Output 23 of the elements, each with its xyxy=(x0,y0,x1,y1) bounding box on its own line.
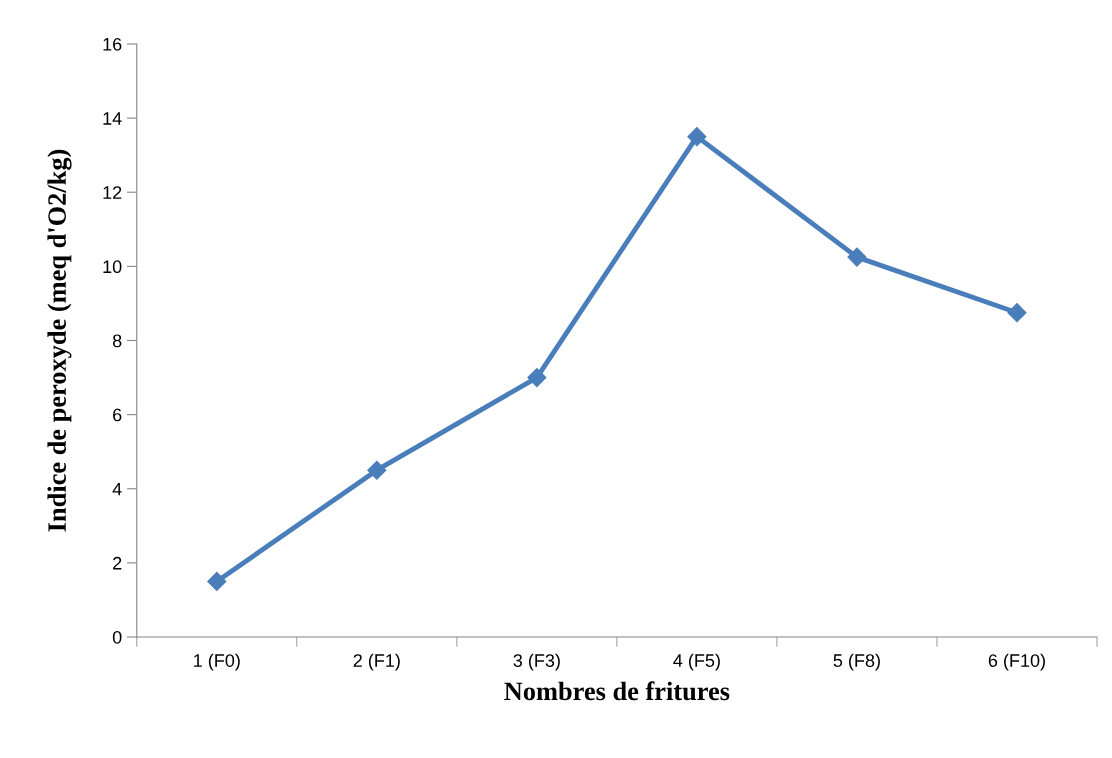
y-tick-label: 6 xyxy=(113,408,122,422)
point xyxy=(1007,303,1027,323)
y-tick-label: 14 xyxy=(103,112,122,125)
y-tick-label: 16 xyxy=(103,37,122,51)
point xyxy=(687,127,707,147)
y-tick-label: 8 xyxy=(112,334,122,348)
y-tick-label: 12 xyxy=(103,186,122,199)
x-axis-title: Nombres de fritures xyxy=(504,681,730,701)
x-tick-label: 1 (F0) xyxy=(194,653,240,671)
point xyxy=(367,460,387,480)
point xyxy=(847,247,867,267)
x-tick-label: 6 (F10) xyxy=(988,653,1045,671)
y-axis-title: Indice de peroxyde (meq d'O2/kg) xyxy=(47,149,72,532)
point xyxy=(527,368,547,388)
y-tick-label: 10 xyxy=(103,260,122,274)
x-tick-label: 5 (F8) xyxy=(833,653,880,671)
y-tick-label: 2 xyxy=(113,556,122,570)
x-tick-label: 2 (F1) xyxy=(353,653,400,671)
x-tick-label: 4 (F5) xyxy=(673,653,720,671)
y-tick-label: 4 xyxy=(112,482,122,496)
y-tick-label: 0 xyxy=(112,630,122,644)
x-tick-label: 3 (F3) xyxy=(513,653,560,671)
point xyxy=(207,571,227,591)
